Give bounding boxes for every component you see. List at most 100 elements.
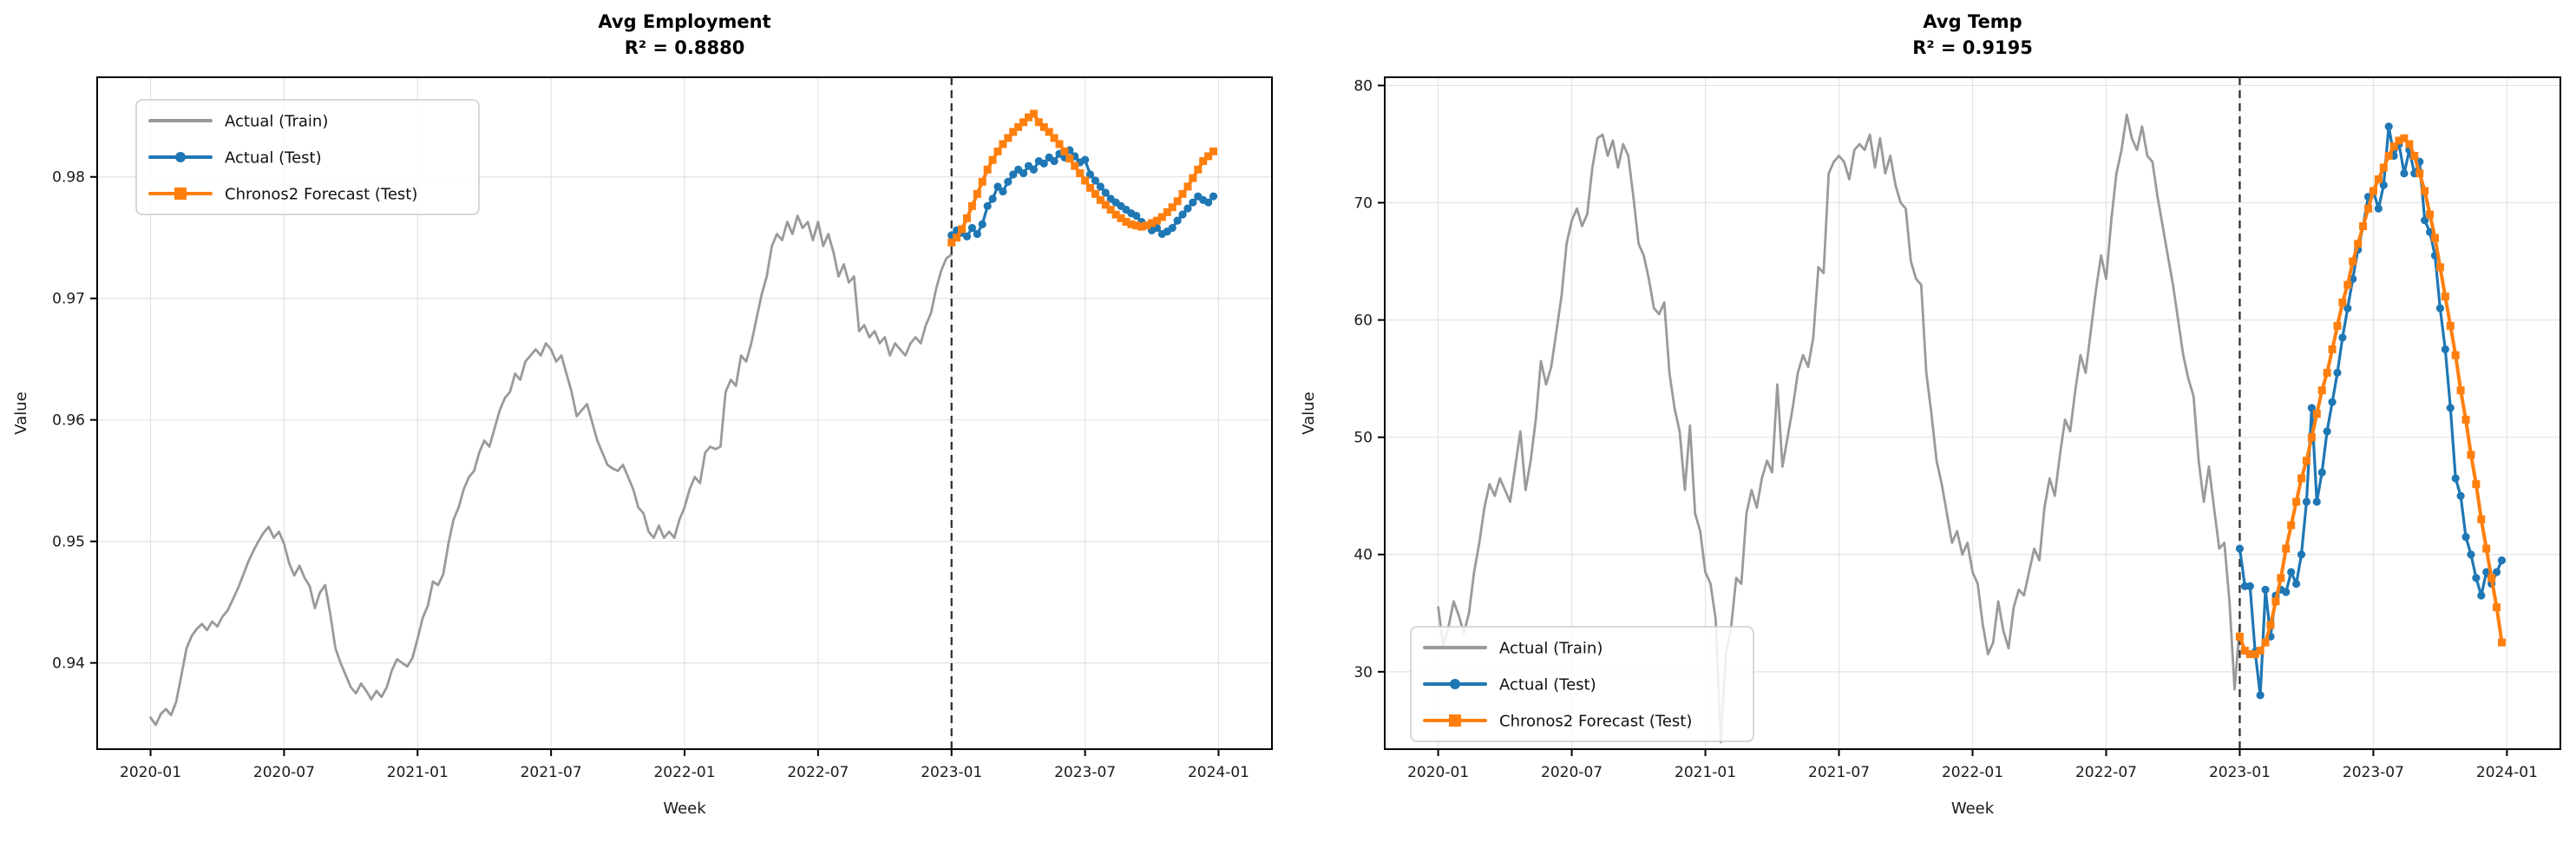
test-marker <box>2477 591 2486 600</box>
forecast-marker <box>1127 220 1136 228</box>
forecast-marker <box>962 214 971 222</box>
test-marker <box>988 194 997 203</box>
forecast-marker <box>1148 219 1157 227</box>
forecast-marker <box>958 225 967 234</box>
legend: Actual (Train) Actual (Test) Chronos2 Fore… <box>135 99 480 215</box>
forecast-marker <box>2441 293 2449 301</box>
x-tick-label: 2023-01 <box>2209 764 2271 781</box>
test-marker <box>1189 198 1197 207</box>
forecast-marker <box>2467 451 2475 459</box>
test-marker <box>999 187 1007 196</box>
forecast-marker <box>1034 118 1043 127</box>
legend-circle-marker <box>175 152 186 162</box>
x-tick-label: 2024-01 <box>1188 764 1249 781</box>
forecast-marker <box>2245 650 2254 659</box>
forecast-marker <box>967 201 976 210</box>
forecast-marker <box>1014 122 1023 131</box>
forecast-marker <box>2261 638 2270 647</box>
legend-label: Chronos2 Forecast (Test) <box>1499 712 1692 730</box>
forecast-marker <box>978 177 986 186</box>
legend-label: Chronos2 Forecast (Test) <box>225 185 417 203</box>
test-marker <box>2400 169 2409 178</box>
forecast-marker <box>2277 574 2285 582</box>
x-tick-label: 2022-07 <box>787 764 849 781</box>
test-marker <box>2312 497 2321 506</box>
forecast-marker <box>1055 140 1064 148</box>
x-tick-label: 2024-01 <box>2476 764 2538 781</box>
forecast-marker <box>1163 207 1171 216</box>
y-tick-label: 30 <box>1354 664 1373 681</box>
legend-square-marker <box>174 188 187 200</box>
forecast-marker <box>2235 632 2244 641</box>
forecast-marker <box>1050 134 1059 142</box>
forecast-marker <box>1060 147 1069 155</box>
forecast-marker <box>2364 204 2373 213</box>
forecast-marker <box>2374 175 2383 184</box>
forecast-marker <box>2302 457 2311 465</box>
legend-label: Actual (Test) <box>1499 675 1596 694</box>
forecast-marker <box>1209 147 1218 155</box>
forecast-marker <box>1024 113 1032 122</box>
test-marker <box>1029 165 1039 174</box>
train-line <box>149 214 954 727</box>
forecast-marker <box>1096 195 1104 204</box>
forecast-marker <box>2477 515 2486 523</box>
test-marker <box>2297 550 2306 559</box>
forecast-marker <box>2354 240 2363 248</box>
y-axis-label: Value <box>12 392 30 434</box>
test-marker <box>2287 568 2296 576</box>
x-tick-label: 2020-01 <box>1407 764 1469 781</box>
legend-box <box>1410 626 1754 742</box>
test-marker <box>2338 333 2347 342</box>
test-marker <box>2317 468 2326 477</box>
test-marker <box>1080 155 1090 164</box>
x-axis-label: Week <box>663 800 706 818</box>
forecast-marker <box>1106 206 1115 214</box>
test-marker <box>1168 223 1177 233</box>
test-marker <box>2291 579 2301 589</box>
test-marker <box>1085 170 1095 179</box>
y-tick-label: 80 <box>1354 77 1373 95</box>
forecast-marker <box>2410 152 2419 161</box>
test-marker <box>2461 532 2470 542</box>
x-tick-label: 2023-07 <box>1054 764 1116 781</box>
forecast-marker <box>1065 155 1074 163</box>
test-marker <box>1173 216 1182 225</box>
test-marker <box>2328 398 2337 406</box>
test-marker <box>1183 204 1192 213</box>
forecast-marker <box>2282 544 2291 553</box>
legend-circle-marker <box>1450 679 1460 689</box>
forecast-marker <box>2328 345 2337 353</box>
test-marker <box>1096 182 1104 191</box>
forecast-marker <box>1086 183 1095 192</box>
test-marker <box>2384 122 2393 131</box>
legend-entry-train: Actual (Train) <box>148 112 328 130</box>
legend-square-marker <box>1449 714 1461 727</box>
forecast-marker <box>2240 647 2249 655</box>
forecast-marker <box>1183 182 1192 191</box>
test-marker <box>993 182 1002 191</box>
legend-label: Actual (Test) <box>225 148 322 167</box>
forecast-marker <box>2333 321 2342 330</box>
test-marker <box>978 220 986 228</box>
test-marker <box>962 232 972 240</box>
test-marker <box>1004 177 1013 186</box>
y-tick-label: 70 <box>1354 194 1373 212</box>
x-tick-label: 2020-07 <box>253 764 315 781</box>
forecast-marker <box>947 238 956 247</box>
forecast-marker <box>1204 152 1213 161</box>
forecast-marker <box>1152 216 1161 225</box>
forecast-marker <box>1029 109 1038 118</box>
test-marker <box>983 201 992 210</box>
legend: Actual (Train) Actual (Test) Chronos2 Fore… <box>1410 626 1754 742</box>
forecast-marker <box>2384 152 2393 161</box>
forecast-marker <box>2405 140 2414 148</box>
forecast-marker <box>2451 351 2460 359</box>
test-marker <box>2261 585 2270 594</box>
forecast-marker <box>2359 222 2368 231</box>
forecast-marker <box>2446 321 2455 330</box>
legend-entry-forecast: Chronos2 Forecast (Test) <box>1423 712 1692 730</box>
chart-avg-temp: 2020-01 2020-07 2021-01 2021-07 2022-01 2022-… <box>1288 0 2576 846</box>
forecast-marker <box>2343 280 2352 289</box>
